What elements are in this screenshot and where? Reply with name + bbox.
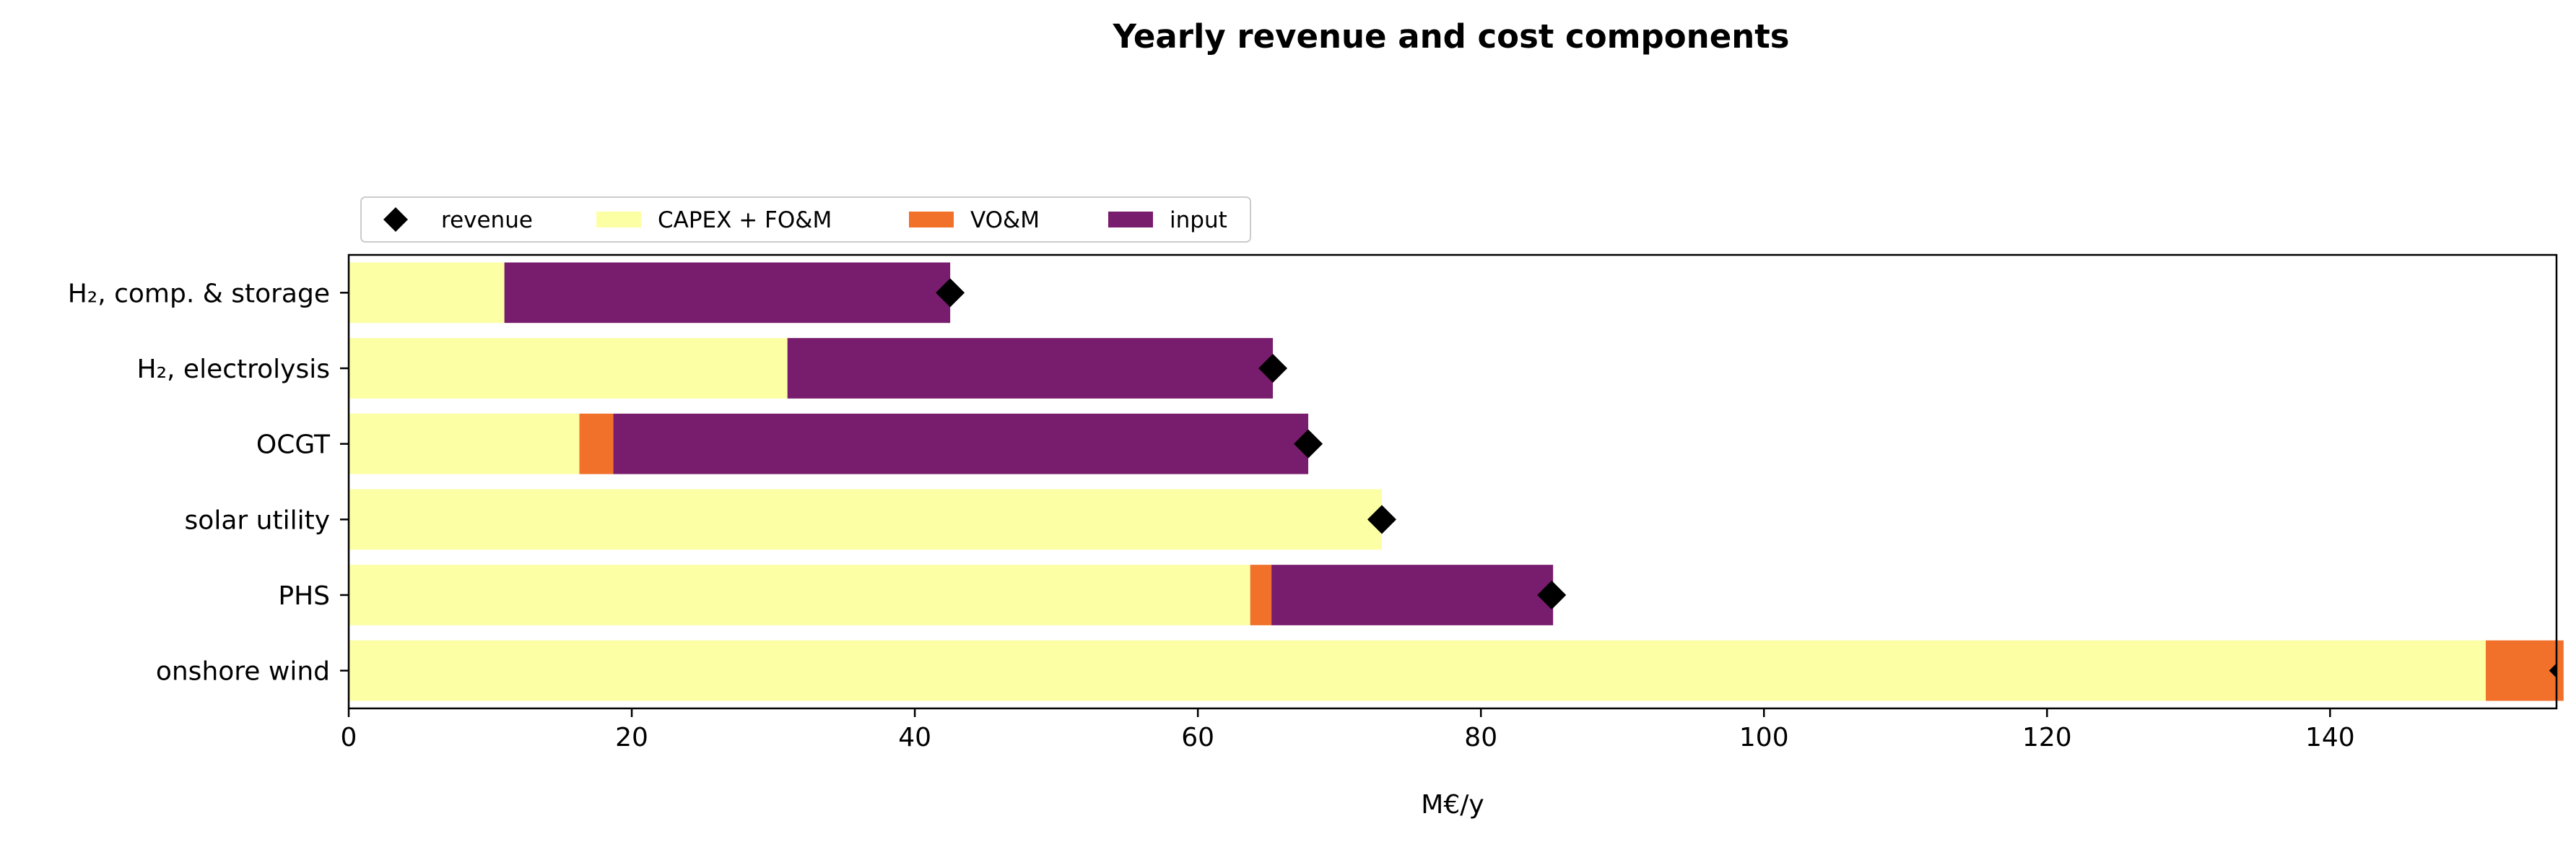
x-tick-label-120: 120: [2022, 723, 2072, 752]
bar-h-electrolysis-input: [787, 338, 1274, 399]
y-tick-label-solar-utility: solar utility: [185, 505, 330, 535]
y-tick-label-phs: PHS: [278, 581, 330, 611]
x-tick-label-0: 0: [341, 723, 357, 752]
bar-h-comp-storage-capex-fo-m: [349, 262, 505, 324]
y-tick-label-onshore-wind: onshore wind: [156, 657, 330, 687]
y-tick-label-h-comp-storage: H₂, comp. & storage: [68, 279, 330, 308]
x-axis-label: M€/y: [1421, 790, 1484, 820]
x-tick-label-40: 40: [898, 723, 931, 752]
revenue-marker-solar-utility: [1367, 505, 1396, 534]
legend-label-vo-m: VO&M: [970, 207, 1040, 233]
y-tick-label-h-electrolysis: H₂, electrolysis: [137, 355, 330, 384]
bar-ocgt-input: [613, 413, 1309, 474]
legend-swatch-vo-m: [909, 212, 954, 227]
legend-label-input: input: [1170, 207, 1227, 233]
bar-h-comp-storage-input: [504, 262, 951, 324]
y-tick-label-ocgt: OCGT: [256, 430, 331, 460]
legend-label-revenue: revenue: [441, 207, 533, 233]
bar-ocgt-vo-m: [579, 413, 614, 474]
x-axis: 0 20 40 60 80 100 120 140: [341, 708, 2355, 752]
bar-solar-utility-capex-fo-m: [349, 489, 1382, 550]
revenue-markers-layer: [936, 278, 2557, 678]
legend-swatch-capex-fo-m: [596, 212, 641, 227]
bar-onshore-wind-capex-fo-m: [349, 640, 2486, 701]
revenue-marker-h-electrolysis: [1258, 354, 1288, 383]
x-tick-label-140: 140: [2305, 723, 2355, 752]
chart-title: Yearly revenue and cost components: [1112, 17, 1789, 56]
legend-swatch-input: [1108, 212, 1153, 227]
revenue-marker-h-comp-storage: [936, 278, 965, 308]
y-axis: H₂, comp. & storage H₂, electrolysis OCGT s…: [68, 279, 349, 687]
legend-label-capex-fo-m: CAPEX + FO&M: [658, 207, 832, 233]
x-tick-label-100: 100: [1739, 723, 1789, 752]
legend: revenue CAPEX + FO&M VO&M input: [360, 196, 1251, 243]
legend-swatch-revenue: [383, 207, 408, 232]
x-tick-label-80: 80: [1464, 723, 1497, 752]
bar-ocgt-capex-fo-m: [349, 413, 580, 474]
bar-h-electrolysis-capex-fo-m: [349, 338, 788, 399]
legend-frame: [360, 196, 1251, 243]
revenue-marker-ocgt: [1294, 429, 1323, 459]
revenue-marker-onshore-wind: [2549, 663, 2557, 678]
axes-frame: [347, 253, 2558, 710]
bar-phs-input: [1271, 565, 1554, 625]
bar-phs-vo-m: [1250, 565, 1272, 625]
x-tick-label-60: 60: [1181, 723, 1214, 752]
x-tick-label-20: 20: [615, 723, 648, 752]
revenue-marker-phs: [1537, 581, 1567, 609]
bar-phs-capex-fo-m: [349, 565, 1250, 625]
bars-layer: [349, 262, 2564, 701]
